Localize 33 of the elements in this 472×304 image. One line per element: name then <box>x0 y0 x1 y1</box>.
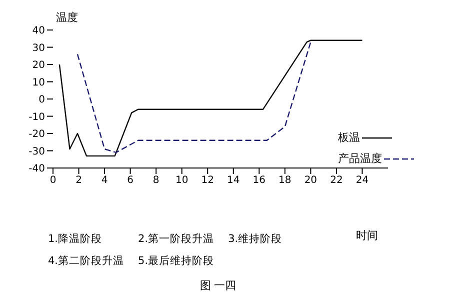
x-tick-label: 0 <box>50 175 56 186</box>
y-tick-label: -20 <box>28 129 45 140</box>
x-tick-label: 10 <box>175 175 188 186</box>
x-tick-label: 18 <box>278 175 292 186</box>
text: 图 一四 <box>198 278 238 293</box>
x-tick-label: 4 <box>101 175 108 186</box>
x-tick-label: 22 <box>330 175 343 186</box>
y-tick-label: 20 <box>32 60 45 72</box>
x-tick-label: 24 <box>356 175 369 186</box>
x-tick-label: 20 <box>304 175 318 186</box>
legend-label: 产品温度 <box>338 151 382 166</box>
y-tick-label: 0 <box>38 94 45 106</box>
text: 3.维持阶段 <box>228 232 282 246</box>
y-tick-label: -40 <box>28 164 45 175</box>
x-tick-label: 6 <box>127 175 134 186</box>
y-tick-label: 40 <box>32 26 45 37</box>
x-tick-label: 8 <box>152 175 160 186</box>
y-tick-label: -10 <box>28 112 45 123</box>
x-tick-label: 14 <box>227 175 240 186</box>
text: 1.降温阶段 <box>48 232 104 246</box>
line-series <box>76 41 312 154</box>
x-tick-label: 16 <box>252 175 266 186</box>
text: 5.最后维持阶段 <box>138 254 214 268</box>
y-tick-label: 10 <box>32 77 45 88</box>
x-tick-label: 12 <box>201 175 214 186</box>
y-axis-title: 温度 <box>56 10 78 25</box>
x-axis-title: 时间 <box>356 228 378 243</box>
text: 2.第一阶段升温 <box>138 232 214 246</box>
text: 4.第二阶段升温 <box>48 254 124 268</box>
y-tick-label: -30 <box>28 146 45 158</box>
x-tick-label: 2 <box>76 175 82 186</box>
y-tick-label: 30 <box>32 42 45 54</box>
legend-label: 板温 <box>338 130 360 145</box>
